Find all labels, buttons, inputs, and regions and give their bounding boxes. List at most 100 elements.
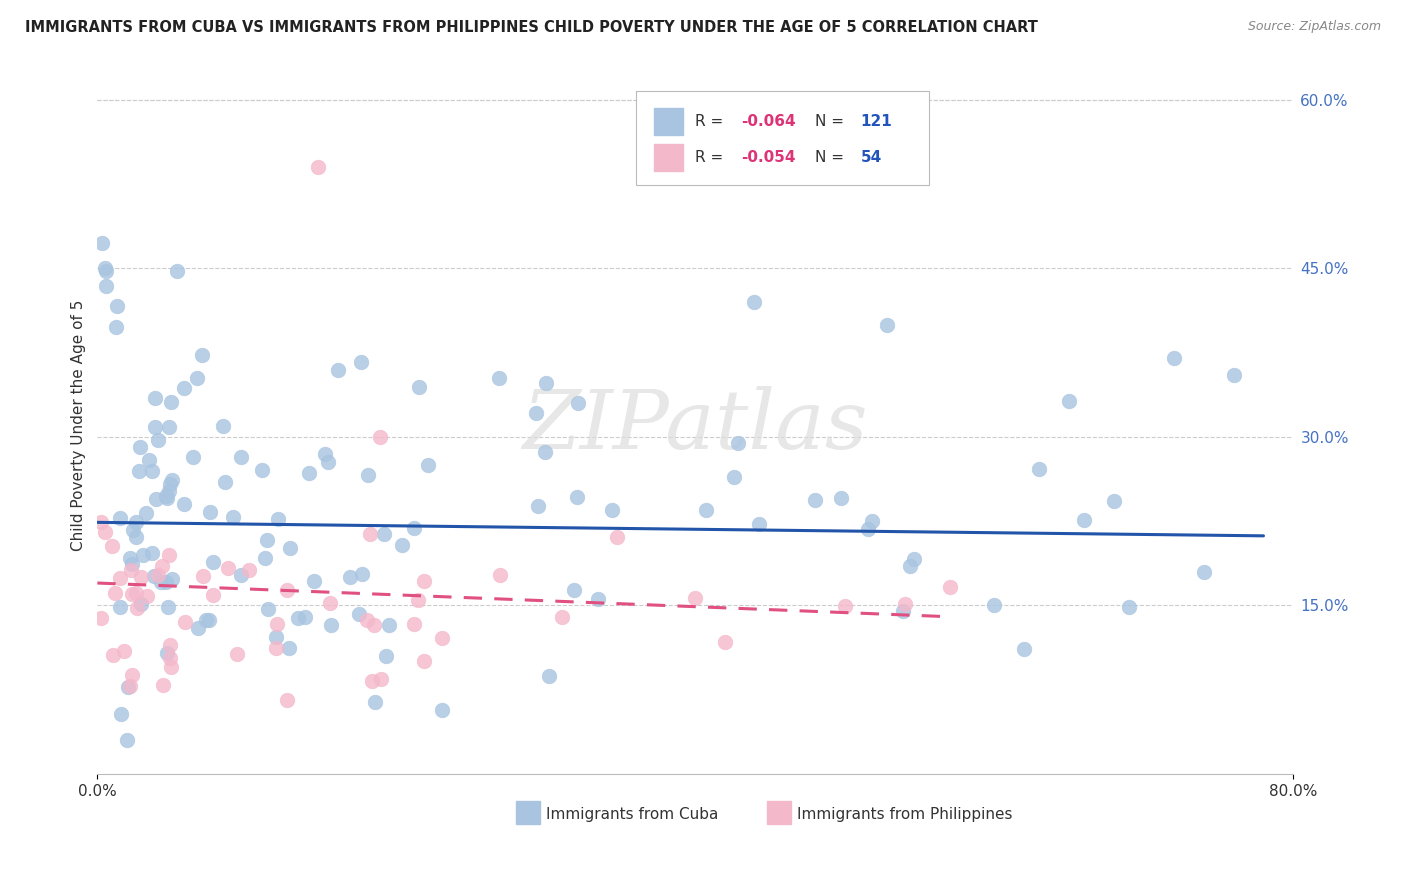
Point: [742, 295, 765, 310]
Point: [526, 499, 548, 513]
Point: [159, 476, 181, 491]
Point: [1028, 462, 1050, 476]
Point: [430, 632, 453, 646]
Point: [181, 450, 204, 465]
Point: [231, 568, 253, 582]
Point: [156, 646, 179, 660]
Point: [120, 679, 142, 693]
Point: [91, 236, 114, 251]
Point: [256, 601, 278, 615]
Point: [412, 574, 434, 588]
Point: [356, 613, 378, 627]
Point: [1012, 641, 1035, 656]
Point: [412, 654, 434, 668]
Point: [363, 617, 385, 632]
Point: [402, 617, 425, 632]
Point: [202, 588, 225, 602]
Point: [276, 693, 298, 707]
Point: [278, 640, 301, 655]
Point: [404, 520, 426, 534]
FancyBboxPatch shape: [654, 108, 683, 135]
Point: [361, 673, 384, 688]
Point: [723, 470, 745, 484]
Point: [201, 556, 224, 570]
Point: [187, 621, 209, 635]
Point: [1192, 565, 1215, 579]
Point: [748, 517, 770, 532]
Point: [983, 598, 1005, 612]
Point: [149, 575, 172, 590]
Point: [238, 562, 260, 576]
Point: [834, 599, 856, 613]
Point: [212, 419, 235, 434]
Point: [155, 574, 177, 589]
Point: [157, 483, 180, 498]
Point: [146, 568, 169, 582]
Point: [110, 571, 132, 585]
Point: [804, 493, 827, 508]
Text: Source: ZipAtlas.com: Source: ZipAtlas.com: [1247, 20, 1381, 33]
Point: [319, 596, 342, 610]
Point: [222, 510, 245, 524]
Point: [136, 589, 159, 603]
Point: [146, 433, 169, 447]
Text: -0.054: -0.054: [741, 150, 796, 165]
Point: [250, 463, 273, 477]
Point: [129, 597, 152, 611]
Point: [121, 523, 143, 537]
Point: [129, 570, 152, 584]
Point: [695, 503, 717, 517]
Point: [93, 524, 115, 539]
Text: N =: N =: [815, 114, 849, 128]
Text: R =: R =: [696, 114, 728, 128]
FancyBboxPatch shape: [636, 91, 928, 186]
Point: [526, 406, 548, 420]
Point: [1057, 394, 1080, 409]
Point: [606, 530, 628, 544]
Point: [121, 587, 143, 601]
Point: [110, 707, 132, 722]
Point: [141, 464, 163, 478]
Point: [314, 447, 336, 461]
Point: [391, 538, 413, 552]
Point: [143, 392, 166, 406]
Point: [600, 503, 623, 517]
Point: [198, 613, 221, 627]
Point: [534, 376, 557, 390]
Text: Immigrants from Cuba: Immigrants from Cuba: [546, 807, 718, 822]
Text: -0.064: -0.064: [741, 114, 796, 128]
Point: [727, 435, 749, 450]
Point: [231, 450, 253, 465]
Y-axis label: Child Poverty Under the Age of 5: Child Poverty Under the Age of 5: [72, 300, 86, 551]
Point: [108, 600, 131, 615]
Point: [891, 604, 914, 618]
Point: [114, 644, 136, 658]
Point: [166, 264, 188, 278]
Point: [408, 592, 430, 607]
Point: [267, 512, 290, 526]
Point: [264, 630, 287, 644]
Text: Immigrants from Philippines: Immigrants from Philippines: [797, 807, 1012, 822]
Point: [359, 527, 381, 541]
Point: [304, 574, 326, 588]
Point: [104, 586, 127, 600]
Point: [157, 548, 180, 562]
Point: [830, 491, 852, 506]
Point: [94, 279, 117, 293]
Point: [194, 614, 217, 628]
Point: [156, 600, 179, 615]
Point: [162, 572, 184, 586]
Point: [307, 161, 329, 175]
Point: [121, 668, 143, 682]
Point: [370, 430, 392, 444]
Point: [159, 651, 181, 665]
Point: [217, 561, 239, 575]
Point: [120, 563, 142, 577]
FancyBboxPatch shape: [516, 801, 540, 824]
Point: [1222, 368, 1244, 383]
Point: [264, 641, 287, 656]
Point: [190, 348, 212, 362]
Point: [121, 558, 143, 572]
Point: [254, 551, 277, 566]
Point: [145, 491, 167, 506]
